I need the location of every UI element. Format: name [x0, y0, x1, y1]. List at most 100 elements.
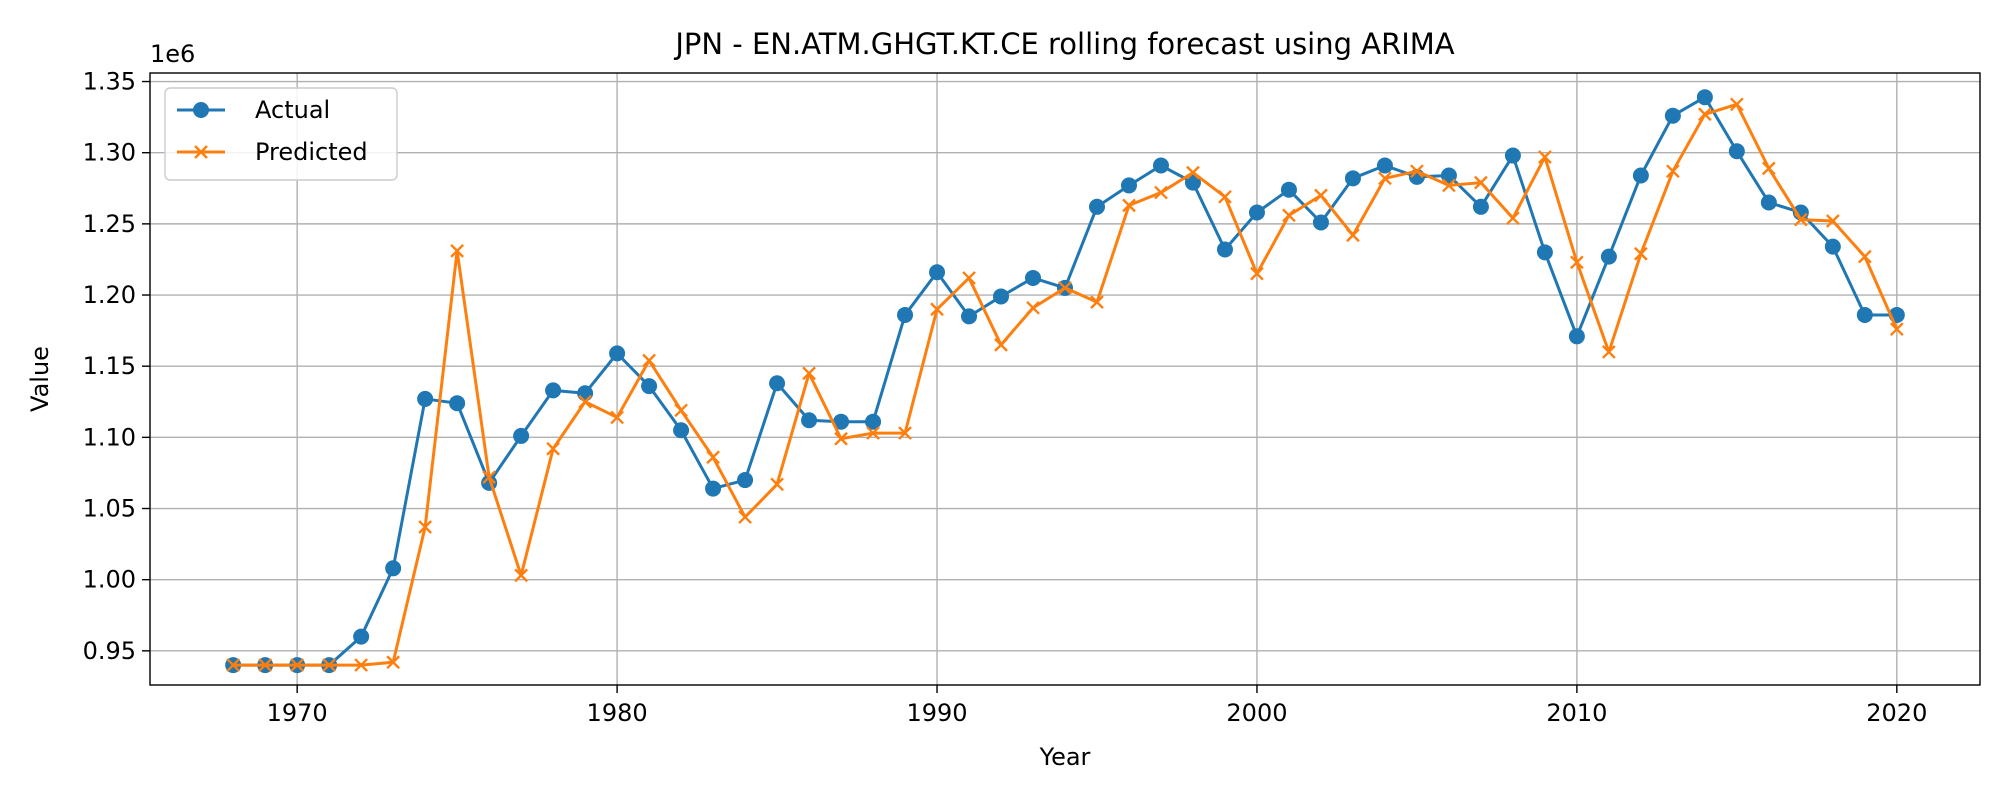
x-tick-label: 1990: [906, 699, 967, 727]
data-point-predicted: [1410, 164, 1424, 179]
data-point-predicted: [1090, 295, 1104, 309]
y-tick-label: 1.10: [83, 423, 136, 451]
data-point-predicted: [1282, 208, 1296, 223]
data-point-actual: [1280, 181, 1297, 198]
data-point-actual: [1344, 170, 1361, 187]
y-tick-label: 1.00: [83, 566, 136, 594]
data-point-actual: [1152, 157, 1169, 174]
data-point-actual: [1696, 89, 1713, 106]
data-point-actual: [865, 413, 882, 430]
x-tick-label: 1970: [267, 699, 328, 727]
data-point-predicted: [1154, 185, 1168, 200]
data-point-actual: [1600, 248, 1617, 265]
data-point-predicted: [1186, 165, 1200, 180]
data-point-actual: [1376, 157, 1393, 174]
x-tick-label: 2010: [1546, 699, 1607, 727]
x-axis-label: Year: [1039, 743, 1091, 771]
data-point-predicted: [770, 477, 784, 492]
data-point-actual: [929, 264, 946, 281]
data-point-predicted: [1602, 345, 1616, 359]
series-line-predicted: [233, 102, 1899, 667]
y-tick-label: 1.35: [83, 68, 136, 96]
legend-actual-marker: [193, 102, 209, 118]
data-point-predicted: [1442, 178, 1456, 193]
data-point-actual: [1184, 174, 1201, 191]
data-point-actual: [673, 422, 690, 439]
data-point-predicted: [1122, 198, 1136, 213]
data-point-predicted: [1474, 175, 1488, 190]
data-point-actual: [961, 308, 978, 325]
data-point-predicted: [1058, 281, 1072, 295]
data-point-predicted: [1314, 188, 1328, 203]
data-point-actual: [641, 378, 658, 395]
data-point-predicted: [546, 441, 560, 456]
data-point-actual: [1440, 167, 1457, 184]
data-point-actual: [833, 413, 850, 430]
data-point-predicted: [578, 394, 592, 409]
x-tick-label: 1980: [587, 699, 648, 727]
y-tick-label: 1.30: [83, 139, 136, 167]
data-point-predicted: [1378, 171, 1392, 186]
data-point-predicted: [482, 470, 496, 485]
data-point-actual: [1632, 167, 1649, 184]
data-point-actual: [705, 480, 722, 497]
data-point-predicted: [386, 655, 400, 670]
data-point-actual: [897, 306, 914, 323]
data-point-predicted: [1857, 249, 1872, 264]
y-offset-label: 1e6: [150, 40, 195, 68]
data-point-predicted: [1825, 214, 1840, 228]
data-point-predicted: [226, 658, 241, 672]
data-point-predicted: [898, 426, 912, 440]
data-point-actual: [801, 412, 818, 429]
plot-frame: [149, 72, 1981, 686]
data-point-predicted: [802, 366, 816, 381]
data-point-predicted: [258, 658, 273, 672]
data-point-predicted: [1570, 255, 1584, 270]
data-point-predicted: [642, 353, 656, 368]
y-tick-label: 0.95: [83, 637, 136, 665]
data-point-actual: [609, 345, 626, 362]
data-point-actual: [577, 385, 594, 402]
y-axis-label: Value: [26, 346, 54, 412]
data-point-actual: [1025, 269, 1042, 286]
legend-predicted-label: Predicted: [255, 138, 368, 166]
data-point-actual: [1504, 147, 1521, 164]
data-point-predicted: [1506, 211, 1520, 226]
x-tick-label: 2020: [1866, 699, 1927, 727]
data-point-predicted: [418, 520, 432, 534]
data-point-predicted: [1218, 189, 1232, 204]
y-tick-label: 1.20: [83, 281, 136, 309]
data-point-actual: [1536, 244, 1553, 261]
data-point-predicted: [994, 337, 1008, 352]
data-point-predicted: [354, 658, 369, 672]
data-point-predicted: [290, 658, 305, 672]
data-point-predicted: [962, 271, 976, 285]
axis-ticks: 1970 1980 1990 2000 2010 2020 0.95 1.00 1.05 1.10…: [83, 68, 1928, 727]
data-point-predicted: [834, 431, 848, 446]
data-point-predicted: [1538, 150, 1552, 164]
data-point-actual: [1568, 328, 1585, 345]
grid-lines: [150, 73, 1980, 685]
data-point-predicted: [1634, 246, 1648, 261]
data-point-predicted: [738, 510, 752, 524]
data-point-predicted: [674, 403, 688, 418]
data-point-actual: [1120, 177, 1137, 194]
data-point-predicted: [1250, 266, 1264, 281]
data-point-actual: [1088, 198, 1105, 215]
legend-actual-label: Actual: [255, 96, 330, 124]
data-point-predicted: [1762, 161, 1776, 176]
data-point-actual: [513, 427, 530, 444]
data-point-actual: [1472, 198, 1489, 215]
data-point-actual: [1312, 214, 1329, 231]
data-point-actual: [353, 628, 370, 645]
x-tick-label: 2000: [1226, 699, 1287, 727]
data-point-actual: [1216, 241, 1233, 258]
y-tick-label: 1.15: [83, 352, 136, 380]
data-point-predicted: [866, 426, 880, 440]
data-point-predicted: [610, 410, 624, 425]
data-point-predicted: [450, 244, 464, 258]
data-point-predicted: [1698, 107, 1712, 122]
data-point-actual: [1824, 238, 1841, 255]
